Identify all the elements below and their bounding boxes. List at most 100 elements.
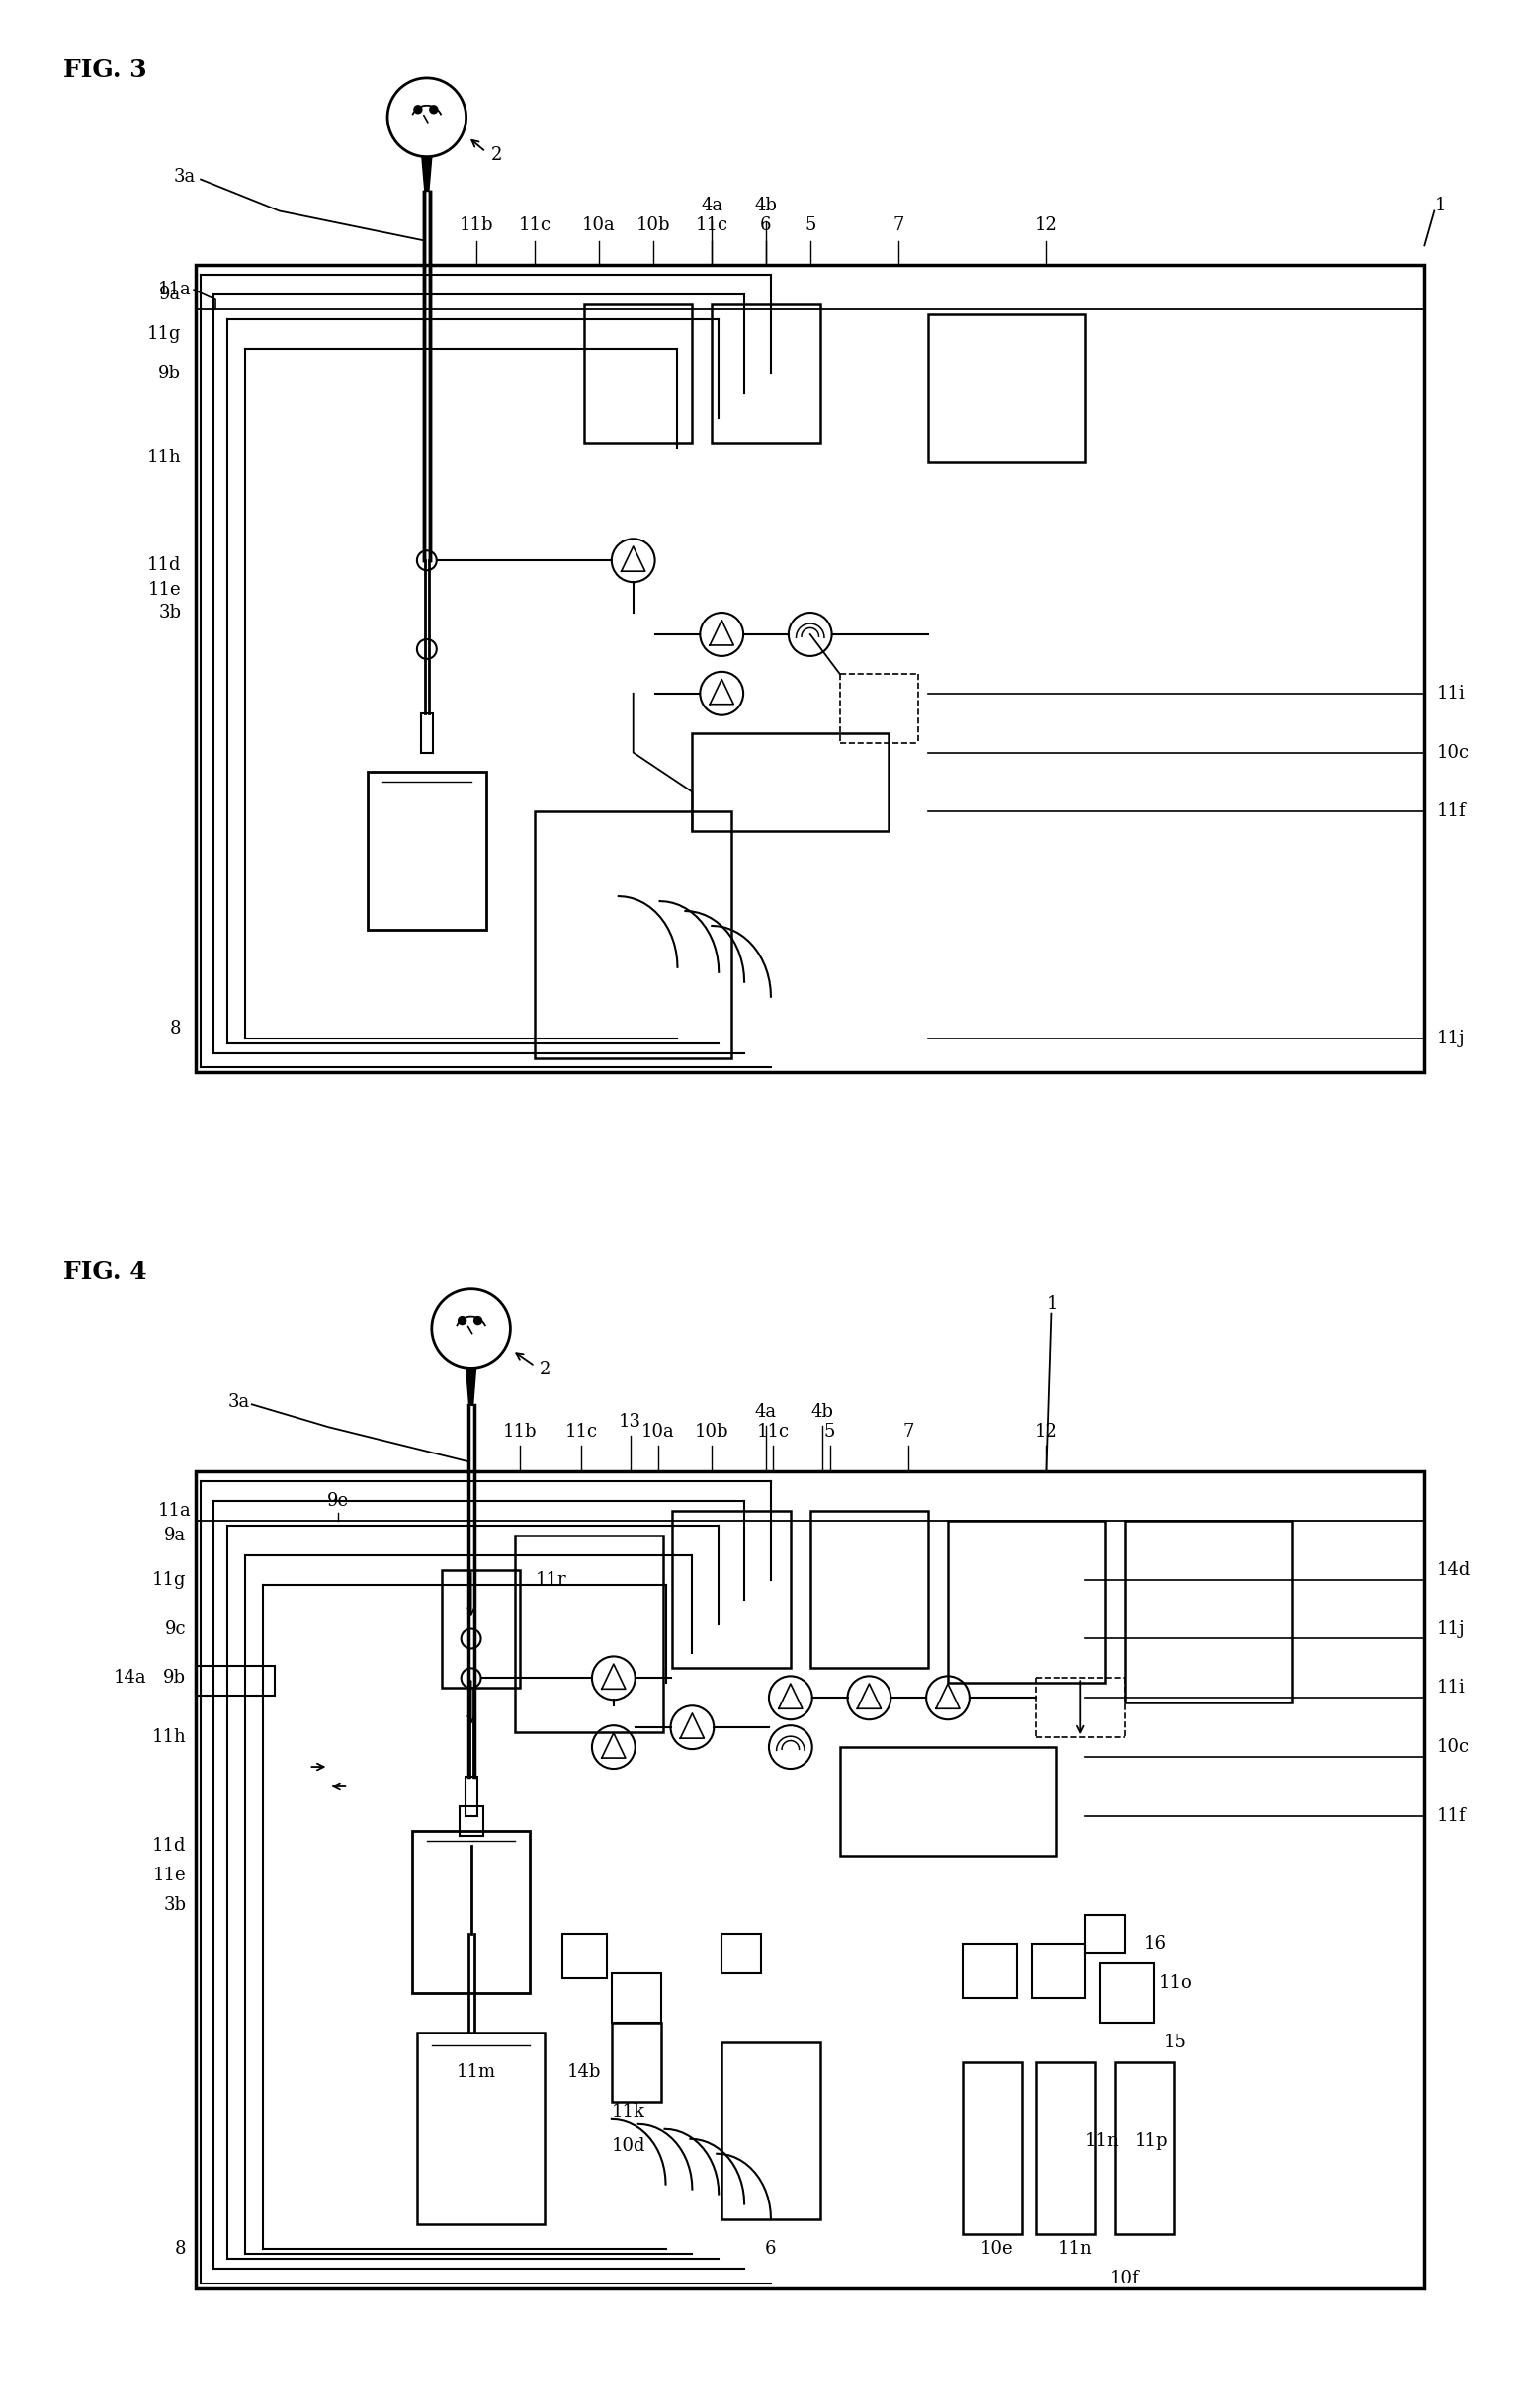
Text: 11n: 11n [1085,2131,1120,2150]
Text: 11d: 11d [146,556,182,573]
Bar [1085,1914,1125,1953]
Text: 6: 6 [765,2239,777,2259]
Bar [612,2023,661,2102]
Bar [693,732,888,831]
Text: 9a: 9a [163,1527,186,1544]
Text: 11c: 11c [519,217,551,234]
Text: 7: 7 [903,1423,914,1440]
Text: 4a: 4a [755,1404,777,1421]
Text: 3a: 3a [174,169,195,185]
Text: 5: 5 [824,1423,835,1440]
Text: 10a: 10a [581,217,615,234]
Text: 5: 5 [804,217,816,234]
Text: 11i: 11i [1436,1678,1465,1698]
Bar [441,1570,520,1688]
Text: 1: 1 [1434,197,1445,214]
Text: 4b: 4b [755,197,777,214]
Bar [1116,2061,1173,2235]
Bar [612,1975,661,2023]
Bar [563,1934,607,1979]
Bar [963,2061,1021,2235]
Text: 11c: 11c [757,1423,789,1440]
Text: 14b: 14b [568,2064,601,2081]
Text: 6: 6 [760,217,772,234]
Bar [1036,2061,1096,2235]
Bar [713,303,819,443]
Text: 11j: 11j [1436,1621,1465,1637]
Text: 10a: 10a [641,1423,674,1440]
Bar [1125,1519,1293,1702]
Text: 3b: 3b [159,604,182,621]
Text: 16: 16 [1144,1936,1167,1953]
Text: 11c: 11c [565,1423,598,1440]
Bar [673,1510,790,1669]
Bar [536,811,731,1057]
Bar [839,1748,1056,1857]
Bar [810,1510,928,1669]
Text: 11i: 11i [1436,684,1465,703]
Text: 11r: 11r [536,1570,566,1589]
Text: 11h: 11h [151,1729,186,1746]
Bar [421,713,433,754]
Bar [963,1943,1016,1999]
Text: 10f: 10f [1109,2271,1140,2288]
Text: 11m: 11m [456,2064,496,2081]
Bar [368,773,485,929]
Circle shape [475,1317,482,1324]
Text: 11e: 11e [148,580,182,600]
Text: 12: 12 [1035,217,1058,234]
Text: 10e: 10e [980,2239,1013,2259]
Bar [412,1830,530,1994]
Text: 11o: 11o [1160,1975,1192,1991]
Text: 13: 13 [620,1413,641,1430]
Text: 2: 2 [491,147,502,164]
Text: 12: 12 [1035,1423,1058,1440]
Polygon shape [465,1368,476,1406]
Text: 11d: 11d [153,1837,186,1854]
Text: 11a: 11a [157,282,191,299]
Text: 14d: 14d [1436,1560,1471,1580]
Text: 11c: 11c [696,217,728,234]
Text: 7: 7 [893,217,905,234]
Bar [948,1519,1105,1683]
Text: 8: 8 [174,2239,186,2259]
Bar [459,1806,482,1835]
Text: 10b: 10b [694,1423,729,1440]
Text: 3a: 3a [227,1394,250,1411]
Text: 3b: 3b [163,1895,186,1914]
Text: 1: 1 [1047,1296,1058,1312]
Bar [465,1777,478,1816]
Text: 10c: 10c [1436,1739,1470,1755]
Text: 10b: 10b [636,217,670,234]
Text: 11p: 11p [1134,2131,1169,2150]
Bar [195,1666,275,1695]
Text: FIG. 3: FIG. 3 [63,58,146,82]
Bar [1100,1963,1154,2023]
Text: 9e: 9e [328,1493,349,1510]
Bar [1032,1943,1085,1999]
Text: 4a: 4a [700,197,723,214]
Bar [722,2042,819,2220]
Text: 9a: 9a [159,287,182,303]
Bar [722,1934,761,1975]
Text: 11b: 11b [504,1423,537,1440]
Bar [516,1536,662,1731]
Text: 11f: 11f [1436,802,1465,821]
Polygon shape [421,157,432,190]
Text: 11g: 11g [146,325,182,342]
Text: 11j: 11j [1436,1028,1465,1047]
Circle shape [414,106,421,113]
Circle shape [458,1317,465,1324]
Bar [195,265,1425,1072]
Text: 11b: 11b [459,217,493,234]
Text: 11n: 11n [1059,2239,1093,2259]
Text: 10c: 10c [1436,744,1470,761]
Text: FIG. 4: FIG. 4 [63,1259,146,1283]
Text: 11f: 11f [1436,1806,1465,1825]
Text: 10d: 10d [612,2136,645,2155]
Text: 4b: 4b [810,1404,833,1421]
Bar [195,1471,1425,2288]
Bar [417,2032,545,2225]
Text: 14a: 14a [113,1669,146,1688]
Text: 11a: 11a [157,1503,191,1519]
